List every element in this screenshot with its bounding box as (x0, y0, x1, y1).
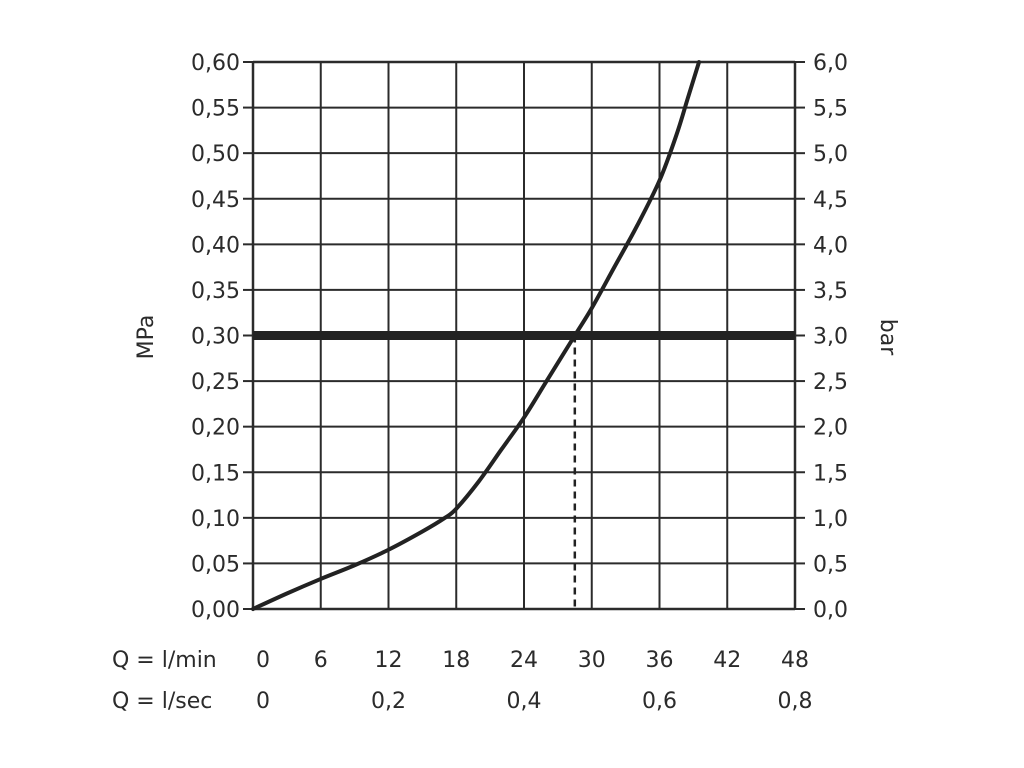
y-left-tick-label: 0,20 (191, 416, 240, 441)
y-left-tick-label: 0,45 (191, 188, 240, 213)
y-right-tick-label: 3,0 (813, 325, 848, 350)
x-tick-label-lmin: 36 (646, 648, 674, 673)
y-left-tick-label: 0,05 (191, 552, 240, 577)
x-tick-label-lsec: 0,6 (642, 689, 677, 714)
x-tick-label-lsec: 0 (256, 689, 270, 714)
y-left-tick-label: 0,25 (191, 370, 240, 395)
x-tick-label-lmin: 48 (781, 648, 809, 673)
x-label-lsec: Q = l/sec (112, 689, 212, 714)
x-tick-label-lmin: 0 (256, 648, 270, 673)
y-right-tick-label: 5,0 (813, 142, 848, 167)
curve-layer (251, 60, 702, 611)
y-right-tick-label: 1,0 (813, 507, 848, 532)
y-right-tick-label: 0,0 (813, 598, 848, 623)
x-tick-label-lmin: 12 (375, 648, 403, 673)
x-tick-label-lmin: 42 (713, 648, 741, 673)
y-left-tick-label: 0,15 (191, 461, 240, 486)
y-right-tick-label: 6,0 (813, 51, 848, 76)
reference-lines (253, 331, 795, 609)
x-tick-label-lmin: 18 (442, 648, 470, 673)
x-tick-labels: Q = l/min Q = l/sec 0 6 12 18 24 30 36 42 48 0 0,2… (112, 648, 813, 714)
y-left-tick-label: 0,60 (191, 51, 240, 76)
x-label-lmin: Q = l/min (112, 648, 217, 673)
y-right-tick-label: 2,0 (813, 416, 848, 441)
y-left-tick-label: 0,35 (191, 279, 240, 304)
y-right-tick-label: 2,5 (813, 370, 848, 395)
y-left-tick-labels: 0,00 0,05 0,10 0,15 0,20 0,25 0,30 0,35 0,40 0,45… (191, 51, 240, 623)
y-right-tick-label: 1,5 (813, 461, 848, 486)
x-tick-label-lsec: 0,8 (778, 689, 813, 714)
y-left-tick-label: 0,40 (191, 233, 240, 258)
y-right-tick-label: 0,5 (813, 552, 848, 577)
flow-pressure-curve (251, 60, 702, 611)
y-right-tick-labels: 0,0 0,5 1,0 1,5 2,0 2,5 3,0 3,5 4,0 4,5 5,0 5,5 6,0 (813, 51, 848, 623)
x-tick-label-lsec: 0,4 (507, 689, 542, 714)
x-tick-label-lmin: 6 (314, 648, 328, 673)
x-tick-label-lsec: 0,2 (371, 689, 406, 714)
y-right-tick-label: 3,5 (813, 279, 848, 304)
y-left-tick-label: 0,00 (191, 598, 240, 623)
y-right-tick-label: 5,5 (813, 97, 848, 122)
y-left-tick-label: 0,10 (191, 507, 240, 532)
y-left-tick-label: 0,55 (191, 97, 240, 122)
x-tick-label-lmin: 30 (578, 648, 606, 673)
y-left-tick-label: 0,30 (191, 325, 240, 350)
y-right-tick-label: 4,5 (813, 188, 848, 213)
y-left-tick-label: 0,50 (191, 142, 240, 167)
y-axis-title-right: bar (875, 319, 900, 356)
x-tick-label-lmin: 24 (510, 648, 538, 673)
y-axis-title-left: MPa (134, 315, 159, 360)
y-right-tick-label: 4,0 (813, 233, 848, 258)
